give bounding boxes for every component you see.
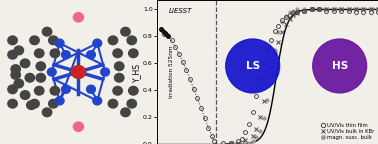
Circle shape [115,62,124,71]
Circle shape [42,108,52,117]
Circle shape [55,97,64,105]
Circle shape [14,79,23,88]
Circle shape [113,49,122,58]
Circle shape [8,50,17,59]
Circle shape [108,36,118,45]
Circle shape [8,99,17,108]
Circle shape [129,86,138,95]
Circle shape [8,36,17,45]
Circle shape [20,91,30,99]
Text: HS: HS [332,61,348,71]
Circle shape [42,27,52,36]
Text: Irradiation 525nm: Irradiation 525nm [169,46,174,98]
Circle shape [34,86,44,95]
Circle shape [127,99,136,108]
Circle shape [25,73,34,82]
Text: LS: LS [246,61,260,71]
Circle shape [30,36,39,45]
Circle shape [87,51,95,59]
Circle shape [113,86,122,95]
Circle shape [55,39,64,47]
Y-axis label: Y_HS: Y_HS [132,62,141,82]
Circle shape [14,46,23,55]
Circle shape [20,59,30,68]
Circle shape [87,85,95,93]
Circle shape [121,27,130,36]
Circle shape [36,73,45,82]
Circle shape [127,36,136,45]
Circle shape [62,51,70,59]
Circle shape [8,85,17,94]
Circle shape [49,36,58,45]
Legend: UV/Vis thin film, UV/Vis bulk in KBr, magn. susc. bulk: UV/Vis thin film, UV/Vis bulk in KBr, ma… [320,122,375,141]
Circle shape [73,13,84,22]
Circle shape [11,71,20,79]
Circle shape [108,99,118,108]
Circle shape [93,39,102,47]
Circle shape [121,108,130,117]
Ellipse shape [226,39,280,93]
Circle shape [101,68,110,76]
Circle shape [50,49,60,58]
Circle shape [71,66,85,78]
Circle shape [11,65,20,73]
Circle shape [34,49,44,58]
Circle shape [36,62,45,71]
Circle shape [47,68,56,76]
Circle shape [129,49,138,58]
Circle shape [27,101,36,109]
Circle shape [49,99,58,108]
Text: LIESST: LIESST [169,8,192,14]
Circle shape [62,85,70,93]
Ellipse shape [313,39,367,93]
Circle shape [50,86,60,95]
Circle shape [115,73,124,82]
Circle shape [30,99,39,108]
Circle shape [93,97,102,105]
Circle shape [73,122,84,131]
